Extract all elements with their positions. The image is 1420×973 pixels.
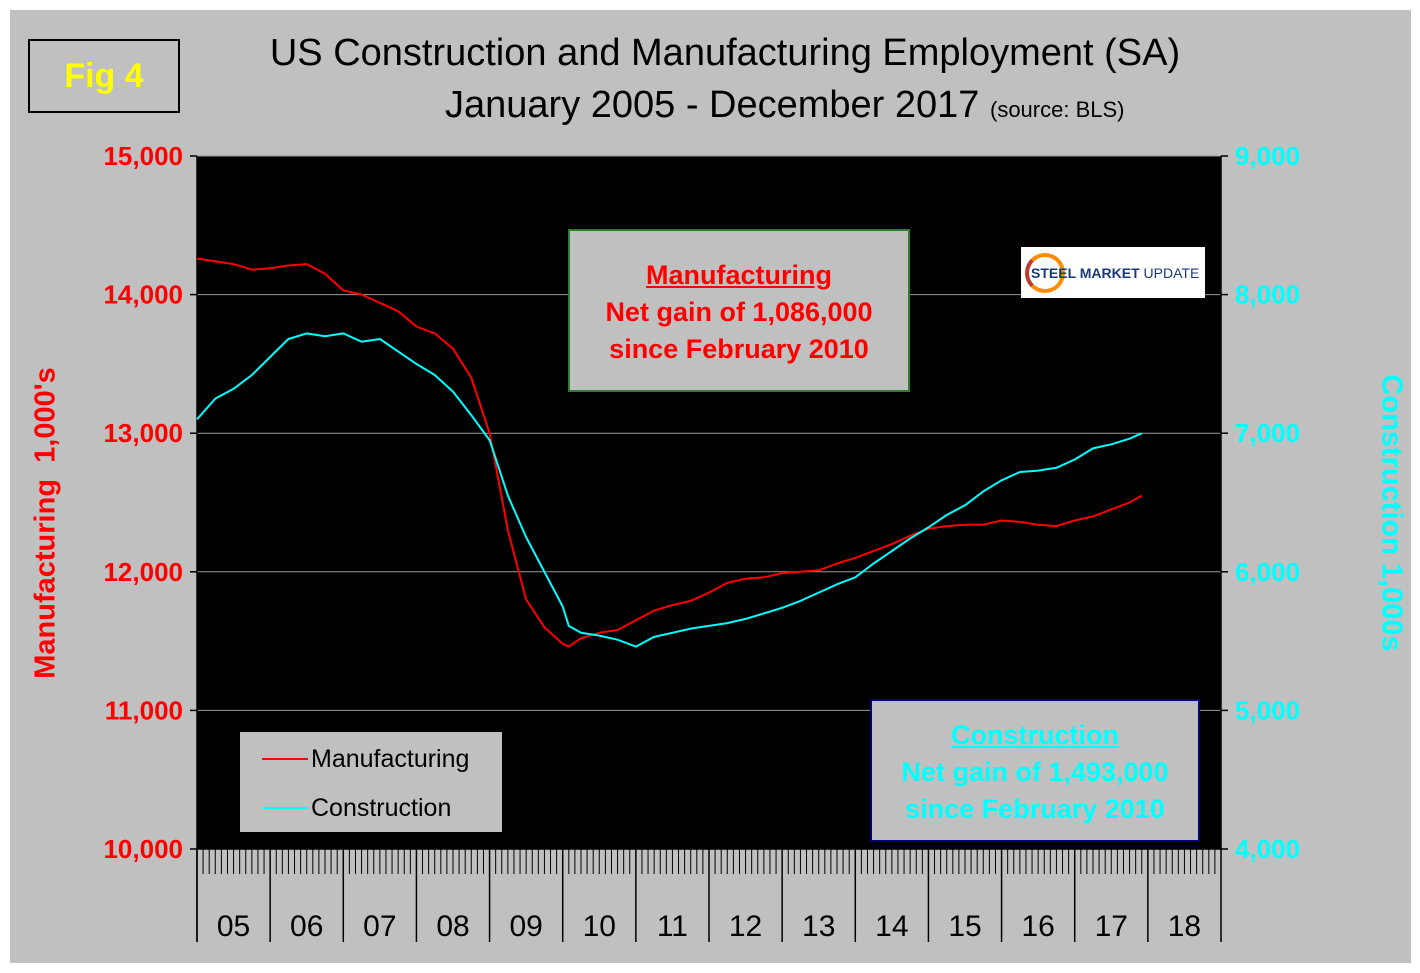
legend-swatch-construction: [262, 807, 308, 809]
chart-source: (source: BLS): [990, 97, 1125, 122]
chart-svg: 10,000 11,000 12,000 13,000 14,000 15,000 4,00…: [103, 141, 1300, 943]
manufacturing-annotation-line1: Net gain of 1,086,000: [605, 297, 873, 327]
steel-market-update-logo: STEEL MARKET UPDATE: [1021, 247, 1205, 298]
x-tick-label: 08: [436, 910, 469, 943]
manufacturing-annotation: Manufacturing Net gain of 1,086,000 sinc…: [568, 229, 910, 392]
manufacturing-annotation-line2: since February 2010: [609, 334, 869, 364]
x-tick-label: 17: [1095, 910, 1128, 943]
logo-ring-icon: [1025, 252, 1065, 293]
x-tick-label: 07: [363, 910, 396, 943]
y-left-tick-label: 15,000: [103, 141, 183, 171]
construction-annotation-line2: since February 2010: [905, 794, 1165, 824]
construction-annotation-line1: Net gain of 1,493,000: [901, 757, 1169, 787]
legend-item-construction: Construction: [262, 793, 451, 823]
figure-label: Fig 4: [64, 56, 144, 95]
x-tick-label: 12: [729, 910, 762, 943]
y-right-tick-label: 4,000: [1235, 834, 1300, 864]
y-right-tick-label: 8,000: [1235, 280, 1300, 310]
figure-label-box: Fig 4: [28, 39, 180, 113]
y-left-tick-label: 13,000: [103, 418, 183, 448]
construction-annotation-heading: Construction: [951, 720, 1119, 750]
y-axis-right-label: Construction 1,000s: [1375, 374, 1408, 652]
chart-subtitle: January 2005 - December 2017 (source: BL…: [445, 84, 1125, 127]
legend-swatch-manufacturing: [262, 758, 308, 760]
y-left-tick-label: 11,000: [105, 695, 183, 725]
x-tick-label: 16: [1021, 910, 1054, 943]
manufacturing-annotation-heading: Manufacturing: [646, 260, 832, 290]
y-axis-left-label: Manufacturing 1,000's: [29, 367, 62, 679]
x-tick-label: 14: [875, 910, 908, 943]
y-left-tick-label: 12,000: [103, 557, 183, 587]
y-right-tick-label: 7,000: [1235, 418, 1300, 448]
chart-date-range: January 2005 - December 2017: [445, 84, 980, 126]
y-right-tick-label: 5,000: [1235, 695, 1300, 725]
x-tick-label: 10: [583, 910, 616, 943]
x-tick-label: 13: [802, 910, 835, 943]
x-tick-label: 18: [1168, 910, 1201, 943]
x-tick-label: 06: [290, 910, 323, 943]
y-right-tick-label: 9,000: [1235, 141, 1300, 171]
x-tick-label: 11: [657, 910, 688, 943]
legend-label-manufacturing: Manufacturing: [311, 744, 470, 773]
y-right-tick-label: 6,000: [1235, 557, 1300, 587]
x-tick-label: 15: [948, 910, 981, 943]
legend-item-manufacturing: Manufacturing: [262, 744, 469, 774]
chart-title: US Construction and Manufacturing Employ…: [269, 32, 1181, 74]
series-line-construction: [196, 332, 1143, 648]
construction-annotation: Construction Net gain of 1,493,000 since…: [870, 699, 1200, 842]
legend-label-construction: Construction: [311, 793, 452, 822]
logo-text: STEEL MARKET UPDATE: [1031, 264, 1200, 281]
y-left-tick-label: 14,000: [103, 280, 183, 310]
x-tick-label: 05: [217, 910, 250, 943]
chart-legend: Manufacturing Construction: [240, 732, 502, 832]
x-tick-label: 09: [509, 910, 542, 943]
y-left-tick-label: 10,000: [103, 834, 183, 864]
series-line-manufacturing: [196, 257, 1143, 648]
chart-frame: 10,000 11,000 12,000 13,000 14,000 15,000 4,00…: [10, 10, 1411, 963]
